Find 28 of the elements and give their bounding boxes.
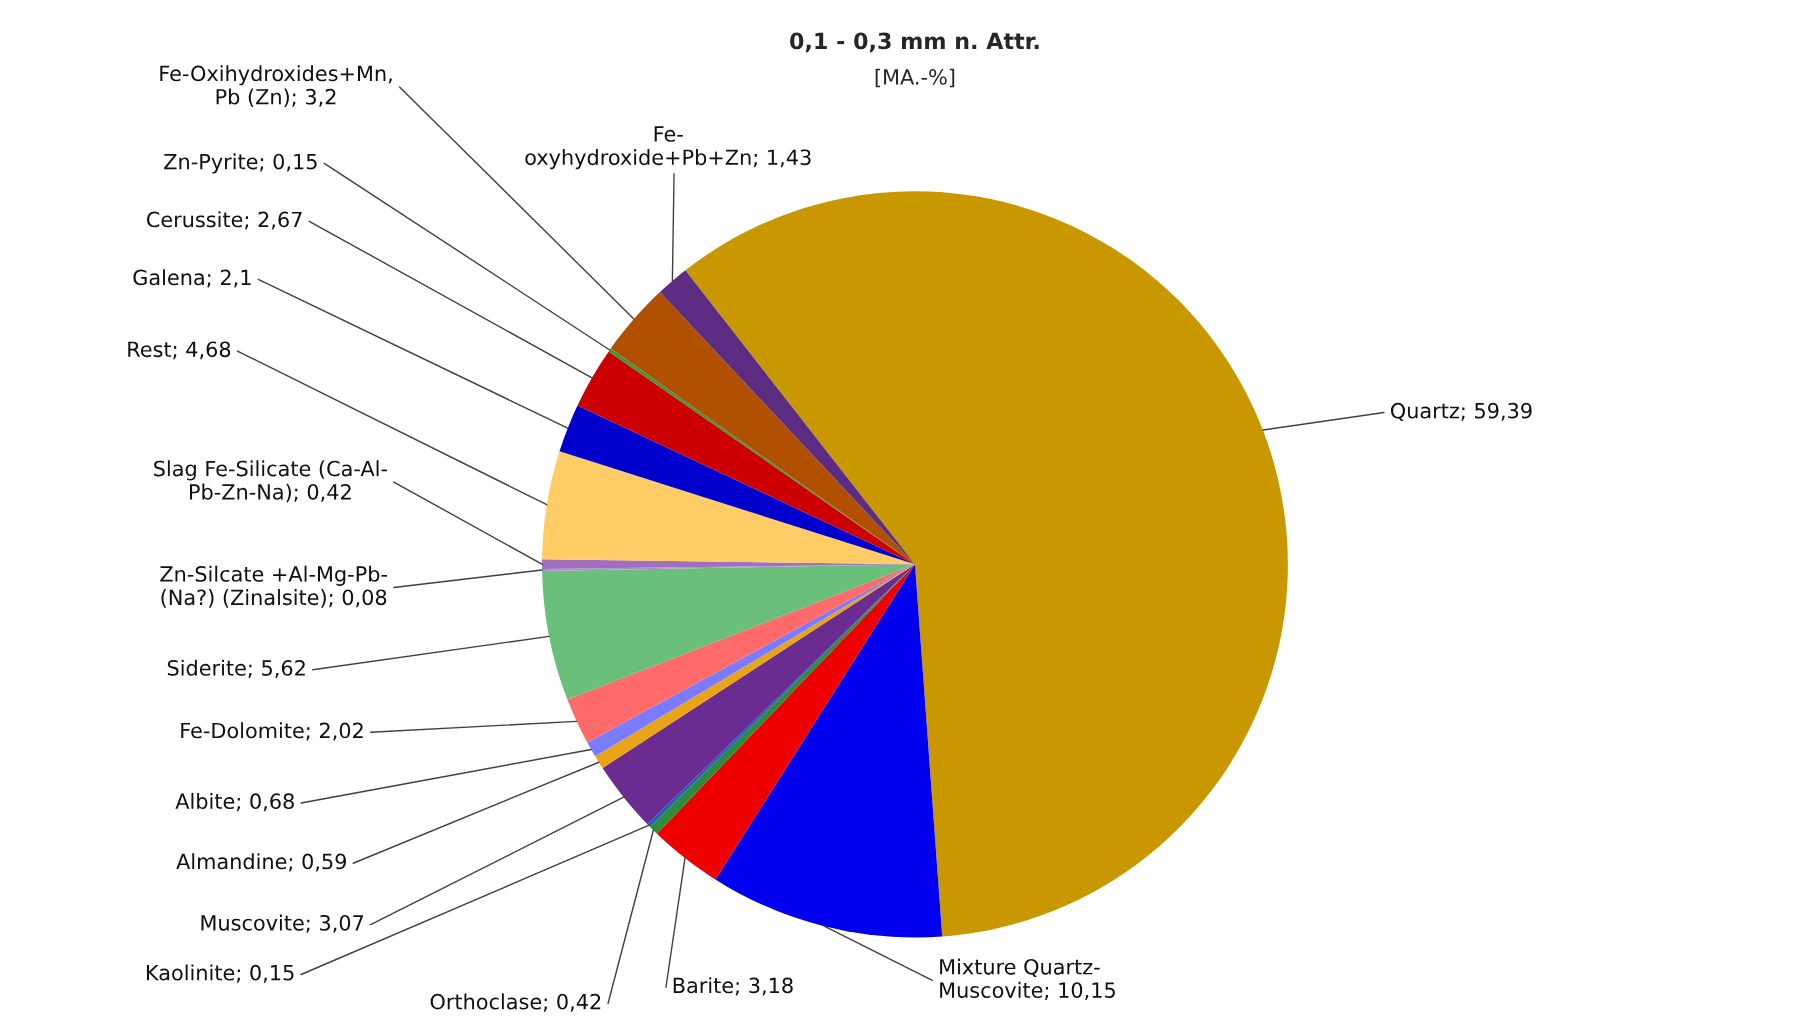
pie-slice: [542, 564, 915, 700]
pie-slice: [685, 191, 1288, 937]
pie-slice: [715, 564, 943, 938]
chart-subtitle: [MA.-%]: [875, 68, 955, 88]
slice-label: Albite; 0,68: [175, 792, 294, 812]
pie-slice: [542, 451, 915, 565]
slice-label: Mixture Quartz- Muscovite; 10,15: [940, 958, 1115, 1001]
slice-label: Quartz; 59,39: [1390, 402, 1532, 421]
slice-label: Cerussite; 2,67: [146, 211, 302, 230]
slice-label: Fe-Dolomite; 2,02: [181, 722, 363, 741]
slice-label: Slag Fe-Silicate (Ca-Al- Pb-Zn-Na); 0,42: [154, 460, 387, 503]
pie-slice: [610, 292, 915, 565]
slice-label: Orthoclase; 0,42: [430, 993, 601, 1012]
slice-label: Rest; 4,68: [128, 341, 231, 360]
slice-label: Siderite; 5,62: [167, 659, 305, 678]
chart-title: 0,1 - 0,3 mm n. Attr.: [790, 32, 1039, 53]
slice-label: Fe-Oxihydroxides+Mn, Pb (Zn); 3,2: [160, 65, 392, 108]
pie-slice: [659, 270, 915, 565]
slice-label: Fe- oxyhydroxide+Pb+Zn; 1,43: [525, 126, 811, 170]
slice-label: Zn-Pyrite; 0,15: [164, 153, 317, 174]
slice-label: Galena; 2,1: [133, 269, 251, 288]
pie-slice: [559, 405, 915, 565]
slice-label: Kaolinite; 0,15: [146, 964, 294, 983]
slice-label: Almandine; 0,59: [176, 853, 346, 872]
slice-label: Barite; 3,18: [673, 977, 793, 996]
slice-label: Muscovite; 3,07: [201, 914, 364, 933]
pie-slice: [656, 564, 915, 880]
slice-label: Zn-Silcate +Al-Mg-Pb- (Na?) (Zinalsite); 0,08: [160, 565, 387, 608]
